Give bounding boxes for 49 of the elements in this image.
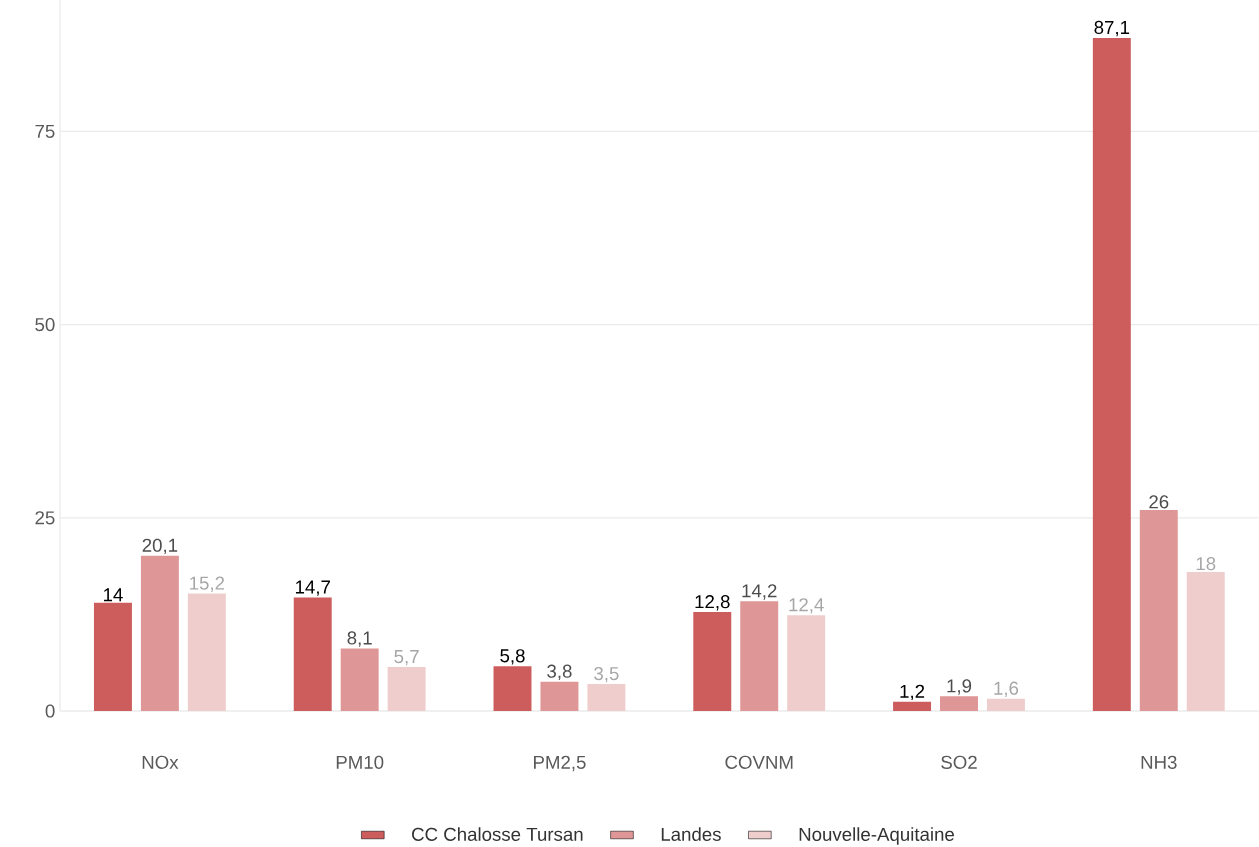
bar [986,698,1025,711]
data-label: 20,1 [142,538,178,555]
data-label: 14 [103,588,123,602]
bar [940,696,978,711]
data-label: 12,4 [789,598,824,614]
data-label: 5,8 [500,649,525,665]
data-label: 18 [1196,557,1216,571]
x-tick-label: NH3 [1141,755,1177,769]
bar [340,648,379,711]
data-label: 3,8 [547,664,572,681]
data-label: 5,7 [394,650,419,666]
data-label: 8,1 [347,631,372,647]
y-tick-label: 50 [35,317,55,332]
x-tick-label: PM10 [336,755,384,769]
legend-label: CC Chalosse Tursan [412,827,583,841]
x-tick-label: SO2 [941,755,977,769]
x-tick-label: COVNM [725,755,793,769]
bar [187,593,226,711]
legend-label: Nouvelle-Aquitaine [799,827,954,845]
bar [140,555,179,711]
y-tick-label: 0 [45,704,55,718]
bar [293,597,332,711]
bar [693,612,732,711]
bar [740,601,779,711]
data-label: 15,2 [190,576,225,592]
data-label: 1,9 [947,679,972,695]
data-label: 14,2 [742,584,777,600]
data-label: 3,5 [594,666,619,683]
data-label: 1,6 [994,681,1019,698]
bar [1092,37,1131,711]
bar [540,681,579,711]
data-label: 26 [1149,495,1169,509]
bar [387,666,426,711]
data-label: 87,1 [1094,20,1130,37]
y-tick-label: 25 [35,511,55,525]
x-tick-label: PM2,5 [534,755,586,772]
y-tick-label: 75 [35,124,55,138]
data-label: 1,2 [900,684,925,701]
data-label: 14,7 [295,580,330,596]
bar [493,666,532,711]
bar [1186,571,1225,711]
bar [93,602,132,711]
bar [587,683,626,711]
x-tick-label: NOx [142,755,179,769]
legend-label: Landes [661,827,721,841]
bar [787,615,826,711]
data-label: 12,8 [695,595,730,611]
bar [1139,510,1178,711]
bar [893,701,932,711]
